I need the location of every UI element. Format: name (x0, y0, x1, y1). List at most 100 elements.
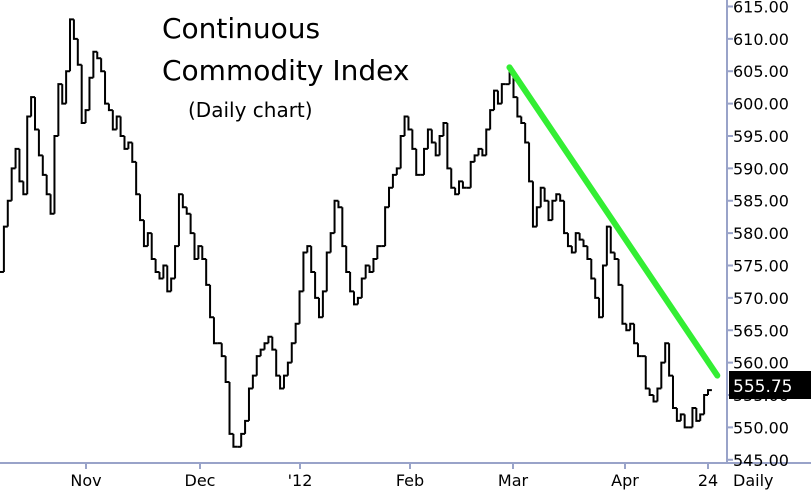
price-segment (37, 129, 43, 157)
chart-title-line-1: Continuous (162, 12, 320, 45)
price-segment (123, 135, 129, 150)
price-segment (275, 349, 281, 377)
price-segment (135, 161, 141, 196)
price-segment (174, 245, 179, 279)
price-segment (683, 414, 689, 429)
price-segment (551, 199, 557, 221)
price-segment (489, 109, 495, 130)
trendline (506, 64, 721, 379)
price-segment (115, 115, 121, 130)
price-segment (399, 134, 405, 169)
price-segment (442, 122, 448, 136)
price-segment (368, 265, 374, 273)
price-segment (185, 207, 191, 215)
price-segment (644, 356, 650, 390)
price-segment (376, 245, 382, 260)
price-segment (298, 290, 304, 324)
price-segment (582, 239, 588, 248)
price-segment (485, 128, 491, 156)
price-segment (691, 406, 697, 428)
price-segment (119, 116, 125, 137)
price-segment (197, 245, 203, 260)
y-tick-label: 610.00 (733, 30, 789, 49)
price-segment (695, 407, 701, 422)
price-segment (247, 387, 253, 421)
price-segment (341, 207, 347, 248)
last-value-label: 555.75 (733, 377, 792, 397)
price-segment (154, 259, 160, 273)
price-segment (403, 115, 409, 136)
price-segment (53, 134, 59, 214)
price-segment (14, 147, 20, 169)
price-segment (528, 142, 533, 183)
price-segment (415, 148, 421, 176)
price-segment (224, 356, 230, 384)
price-segment (349, 271, 354, 293)
price-segment (337, 200, 343, 209)
price-segment (189, 213, 195, 235)
y-tick-label: 580.00 (733, 224, 789, 243)
price-segment (84, 109, 90, 124)
price-segment (6, 199, 12, 227)
x-axis-ticks: Nov Dec '12 Feb Mar Apr 24 (70, 463, 718, 490)
price-segment (450, 168, 456, 189)
price-segment (434, 142, 440, 157)
price-segment (652, 395, 658, 403)
price-segment (92, 50, 98, 78)
price-segment (290, 342, 296, 363)
price-segment (104, 71, 109, 105)
price-segment (648, 388, 654, 397)
price-segment (57, 83, 63, 136)
price-segment (267, 335, 273, 344)
price-segment (263, 342, 269, 350)
chart-title: Continuous Commodity Index (Daily chart) (162, 12, 409, 122)
price-segment (360, 277, 366, 298)
price-segment (279, 375, 284, 390)
price-segment (559, 194, 565, 202)
price-segment (535, 206, 541, 227)
price-segment (461, 181, 467, 189)
chart-title-line-2: Commodity Index (162, 54, 409, 87)
price-segment (61, 84, 67, 105)
price-segment (88, 76, 94, 111)
price-segment (469, 160, 475, 188)
price-segment (193, 233, 199, 261)
x-axis-note: Daily (733, 471, 773, 490)
price-segment (2, 225, 8, 272)
price-segment (423, 147, 428, 175)
price-segment (181, 194, 187, 209)
price-segment (353, 291, 358, 306)
price-segment (636, 343, 642, 358)
y-tick-label: 545.00 (733, 451, 789, 470)
price-segment (306, 245, 312, 253)
price-segment (547, 200, 553, 222)
y-tick-label: 590.00 (733, 159, 789, 178)
price-segment (458, 180, 463, 195)
price-segment (671, 375, 677, 409)
price-segment (613, 252, 619, 261)
price-segment (563, 200, 568, 235)
x-tick-label: 24 (698, 471, 718, 490)
price-segment (251, 374, 257, 389)
price-segment (209, 284, 214, 319)
price-segment (590, 259, 596, 280)
price-segment (310, 246, 316, 273)
price-segment (131, 142, 137, 163)
price-segment (372, 258, 378, 272)
price-segment (170, 277, 176, 292)
price-segment (139, 194, 144, 222)
price-segment (286, 361, 292, 376)
price-segment (317, 297, 323, 319)
price-segment (477, 147, 483, 156)
price-segment (80, 64, 86, 125)
last-value-box (729, 371, 811, 399)
price-segment (255, 355, 261, 376)
price-segment (294, 322, 300, 344)
price-segment (473, 154, 479, 162)
x-tick-label: Mar (498, 471, 529, 490)
price-segment (259, 348, 265, 357)
price-segment (679, 413, 685, 421)
price-segment (438, 134, 444, 156)
price-segment (96, 51, 102, 60)
